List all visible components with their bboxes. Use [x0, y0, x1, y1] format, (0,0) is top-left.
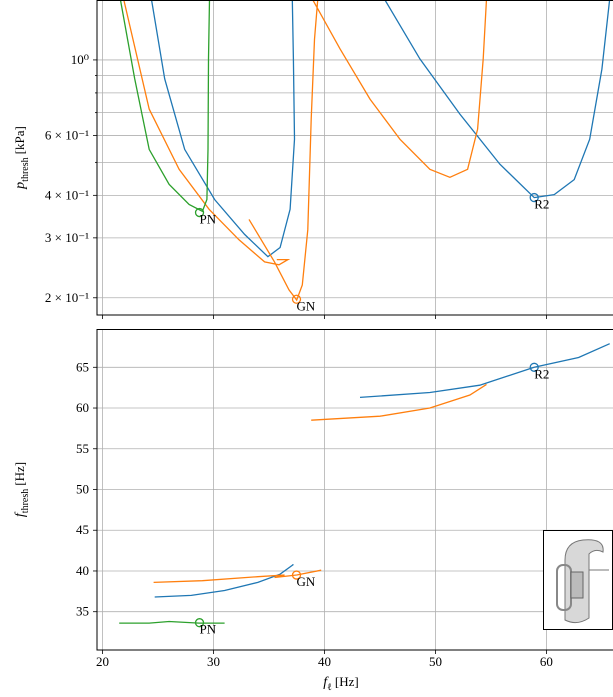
- annotation-label: PN: [200, 212, 217, 227]
- annotation-label: R2: [534, 366, 549, 381]
- annotation-marker: [291, 570, 302, 580]
- annotation-marker: [529, 192, 539, 203]
- x-tick-label: 60: [540, 654, 553, 669]
- y-tick-label: 6 × 10⁻¹: [45, 127, 89, 142]
- y-tick-label: 50: [76, 482, 89, 497]
- axis-label-unit: [kPa]: [12, 126, 27, 154]
- y-tick-label: 55: [76, 441, 89, 456]
- y-tick-label: 65: [76, 359, 89, 374]
- annotation-label: GN: [297, 574, 316, 589]
- panel: 10⁰ 6 × 10⁻¹ 4 × 10⁻¹ 3 × 10⁻¹ 2 × 10⁻¹ PN GN R…: [12, 0, 613, 319]
- axis-label-subscript: thresh: [20, 489, 31, 513]
- tuba-inset: [543, 530, 613, 630]
- axis-label-unit: [Hz]: [12, 462, 27, 486]
- x-tick-label: 20: [96, 654, 109, 669]
- y-tick-label: 3 × 10⁻¹: [45, 230, 89, 245]
- y-tick-label: 45: [76, 522, 89, 537]
- axis-label: fthresh [Hz]: [12, 462, 31, 517]
- tuba-valves: [570, 571, 584, 599]
- y-tick-label: 2 × 10⁻¹: [45, 290, 89, 305]
- y-tick-label: 35: [76, 604, 89, 619]
- axis-label: fℓ [Hz]: [323, 674, 359, 693]
- y-tick-label: 40: [76, 563, 89, 578]
- axis-label-subscript: thresh: [20, 157, 31, 181]
- axis-label-symbol: f: [323, 675, 329, 690]
- axis-label-symbol: p: [13, 182, 28, 190]
- series-line: [154, 343, 610, 598]
- annotation-label: R2: [534, 197, 549, 212]
- axes-frame: [96, 0, 613, 316]
- axis-label-symbol: f: [13, 511, 28, 517]
- panel: 20 30 40 50 6035404550556065PNGNR2fthresh[Hz…: [12, 329, 613, 693]
- series-line: [119, 0, 211, 213]
- annotation-marker: [194, 207, 205, 218]
- plot-area: [119, 343, 610, 624]
- x-tick-label: 30: [207, 654, 220, 669]
- y-tick-label: 4 × 10⁻¹: [45, 187, 89, 202]
- axis-label: pthresh [kPa]: [12, 126, 31, 190]
- axis-label-subscript: ℓ: [327, 682, 332, 693]
- annotation-marker: [194, 618, 205, 628]
- x-tick-label: 40: [318, 654, 331, 669]
- tuba-body: [564, 539, 604, 624]
- y-tick-label: 10⁰: [71, 52, 89, 67]
- series-line: [119, 620, 225, 624]
- axis-label-unit: [Hz]: [335, 674, 359, 689]
- annotation-label: GN: [297, 298, 316, 313]
- x-tick-label: 50: [429, 654, 442, 669]
- annotation-label: PN: [200, 622, 217, 637]
- plot-area: [119, 0, 611, 302]
- axes-frame: [96, 329, 613, 651]
- annotation-marker: [291, 294, 302, 304]
- series-line: [123, 0, 488, 302]
- y-tick-label: 60: [76, 400, 89, 415]
- series-line: [153, 383, 487, 584]
- series-line: [150, 0, 611, 258]
- annotation-marker: [529, 362, 539, 372]
